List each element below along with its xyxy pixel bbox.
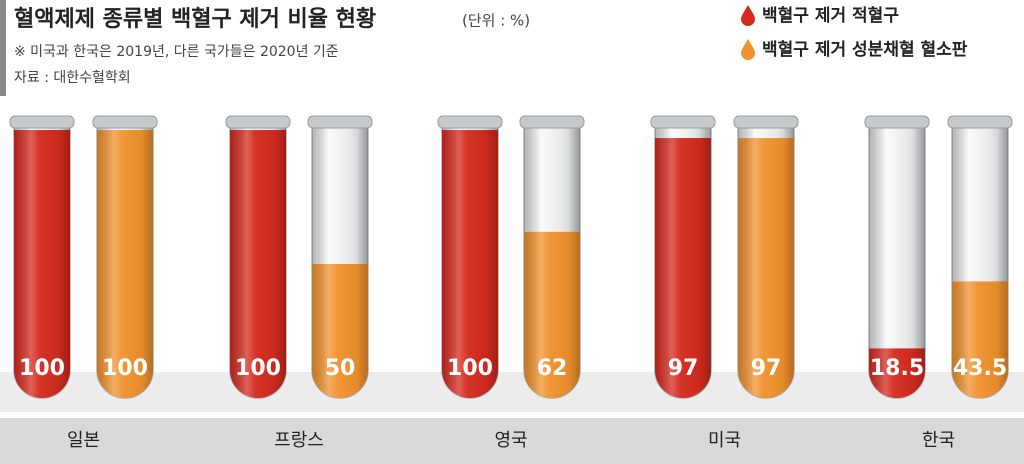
tube-rim <box>9 115 75 129</box>
x-tick-label: 프랑스 <box>274 430 324 451</box>
tube-shine <box>524 124 580 398</box>
floor <box>0 372 1024 412</box>
tube-shine <box>655 124 711 398</box>
tube-rim <box>307 115 373 129</box>
legend-label: 백혈구 제거 성분채혈 혈소판 <box>762 39 968 60</box>
tube-rim <box>519 115 585 129</box>
tube-rim <box>733 115 799 129</box>
tube-rim <box>650 115 716 129</box>
tube-shine <box>869 124 925 398</box>
subtitle: (단위 : %) <box>462 12 530 30</box>
data-label: 62 <box>537 356 568 381</box>
tube-shine <box>97 124 153 398</box>
tube-rim <box>225 115 291 129</box>
accent-bar <box>0 0 6 96</box>
data-label: 100 <box>102 356 148 381</box>
x-tick-label: 한국 <box>922 430 955 451</box>
chart-title: 혈액제제 종류별 백혈구 제거 비율 현황 <box>14 7 376 32</box>
data-label: 100 <box>447 356 493 381</box>
note: ※ 미국과 한국은 2019년, 다른 국가들은 2020년 기준 <box>14 44 339 60</box>
x-tick-label: 영국 <box>494 430 527 451</box>
legend-marker <box>741 5 755 26</box>
tube-shine <box>952 124 1008 398</box>
label-strip <box>0 418 1024 464</box>
data-label: 100 <box>19 356 65 381</box>
data-label: 18.5 <box>870 356 924 381</box>
legend-label: 백혈구 제거 적혈구 <box>762 5 899 26</box>
data-label: 97 <box>668 356 699 381</box>
tube-shine <box>312 124 368 398</box>
x-tick-label: 일본 <box>67 430 100 451</box>
data-label: 100 <box>235 356 281 381</box>
tube-rim <box>437 115 503 129</box>
data-label: 97 <box>751 356 782 381</box>
tube-rim <box>947 115 1013 129</box>
tube-rim <box>864 115 930 129</box>
tube-shine <box>442 124 498 398</box>
tube-shine <box>230 124 286 398</box>
data-label: 43.5 <box>953 356 1007 381</box>
tube-shine <box>738 124 794 398</box>
tube-rim <box>92 115 158 129</box>
data-label: 50 <box>325 356 356 381</box>
x-tick-label: 미국 <box>708 430 741 451</box>
source: 자료 : 대한수혈학회 <box>14 70 131 86</box>
legend-marker <box>741 39 755 60</box>
tube-shine <box>14 124 70 398</box>
